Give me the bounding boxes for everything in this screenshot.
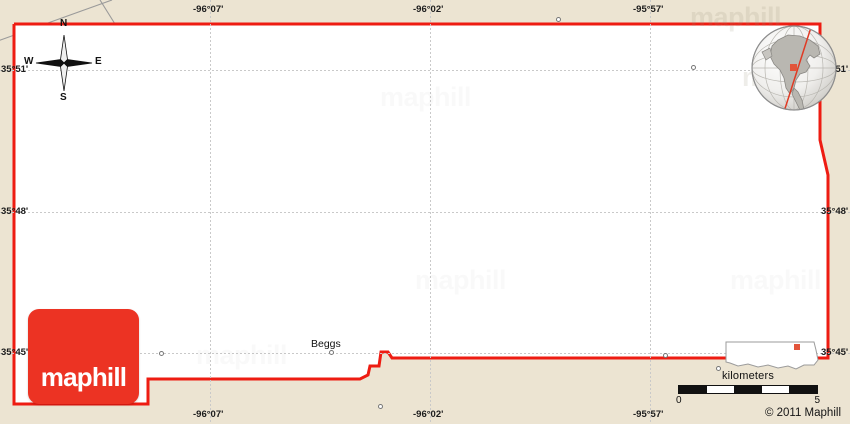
gridline-horizontal [0,353,850,354]
longitude-label-top: -95°57' [633,4,664,15]
compass-south-label: S [60,92,67,103]
scale-units-label: kilometers [721,370,775,382]
watermark: maphill [730,265,822,295]
compass-north-label: N [60,18,68,29]
longitude-label-bottom: -96°07' [193,409,224,420]
place-marker-beggs [329,350,334,355]
latitude-label-right: 35°45' [821,347,849,358]
maphill-logo-text: maphill [40,362,127,392]
state-inset [718,338,828,376]
place-marker [716,366,721,371]
place-marker [556,17,561,22]
scale-max-label: 5 [814,395,820,406]
gridline-horizontal [0,212,850,213]
globe-location-marker [790,64,797,71]
place-marker [691,65,696,70]
north-america-globe-icon [751,25,837,111]
latitude-label-left: 35°45' [1,347,29,358]
scale-bar: kilometers 0 5 [676,370,820,407]
maphill-logo[interactable]: maphill [28,309,139,404]
place-marker [378,404,383,409]
longitude-label-top: -96°02' [413,4,444,15]
globe-inset [748,22,840,114]
latitude-label-right: 35°48' [821,206,849,217]
state-location-marker [794,344,800,350]
scale-min-label: 0 [676,395,682,406]
longitude-label-top: -96°07' [193,4,224,15]
compass-star-icon [35,34,93,92]
watermark: maphill [415,265,507,295]
compass-west-label: W [24,56,34,67]
longitude-label-bottom: -95°57' [633,409,664,420]
place-marker [159,351,164,356]
oklahoma-state-outline-icon [725,341,819,370]
latitude-label-left: 35°51' [1,64,29,75]
copyright-notice: © 2011 Maphill [764,407,841,419]
place-label-beggs: Beggs [311,338,341,350]
watermark: maphill [380,82,472,112]
gridline-horizontal [0,70,850,71]
place-marker [663,353,668,358]
longitude-label-bottom: -96°02' [413,409,444,420]
compass-rose: N S E W [24,18,102,103]
latitude-label-left: 35°48' [1,206,29,217]
scale-bar-graphic [678,385,818,394]
compass-east-label: E [95,56,102,67]
